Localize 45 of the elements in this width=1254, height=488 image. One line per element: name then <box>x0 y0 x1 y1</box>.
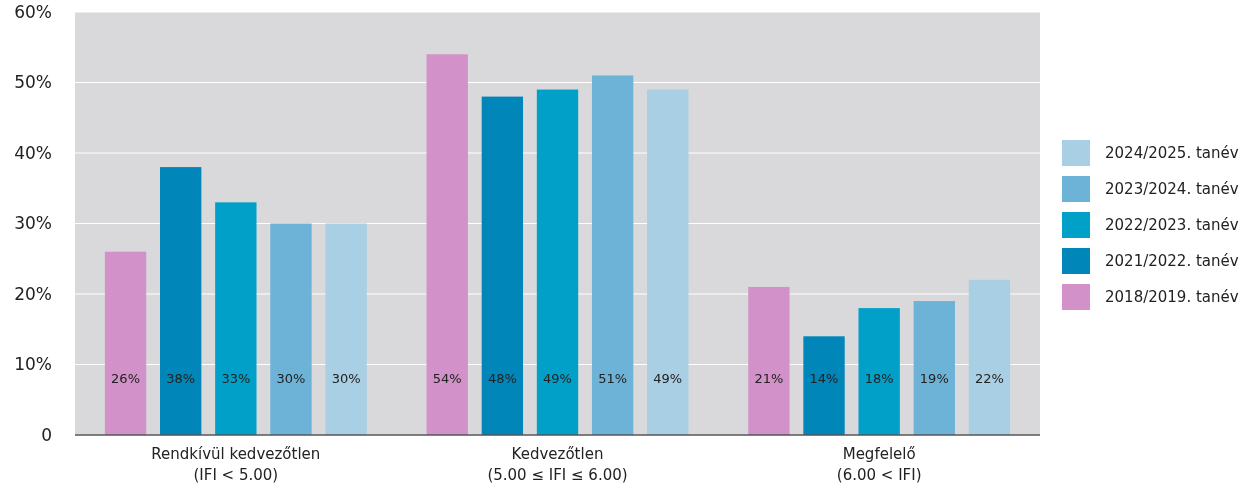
bar <box>270 223 312 435</box>
bar <box>858 308 900 435</box>
data-label: 49% <box>653 371 683 386</box>
bar <box>160 167 202 435</box>
bar <box>426 54 468 435</box>
y-tick-label: 30% <box>14 213 52 234</box>
bar <box>215 202 257 435</box>
data-label: 30% <box>276 371 306 386</box>
y-tick-label: 0 <box>41 424 52 445</box>
legend-label: 2022/2023. tanév <box>1105 216 1239 235</box>
y-tick-label: 20% <box>14 283 52 304</box>
x-tick-label: Rendkívül kedvezőtlen (IFI < 5.00) <box>151 445 321 484</box>
legend-label: 2023/2024. tanév <box>1105 180 1239 199</box>
bar <box>481 96 524 435</box>
data-label: 19% <box>919 371 949 386</box>
x-tick-label: Kedvezőtlen (5.00 ≤ IFI ≤ 6.00) <box>487 445 628 484</box>
data-label: 49% <box>543 371 572 386</box>
data-label: 30% <box>331 371 361 386</box>
data-label: 48% <box>487 371 517 386</box>
y-tick-label: 50% <box>14 72 52 93</box>
data-label: 38% <box>166 371 196 386</box>
data-label: 54% <box>432 371 462 386</box>
data-label: 26% <box>111 371 140 386</box>
legend-label: 2021/2022. tanév <box>1105 252 1239 271</box>
x-tick-label: Megfelelő (6.00 < IFI) <box>836 445 922 484</box>
data-label: 18% <box>864 371 894 386</box>
bar <box>536 89 579 435</box>
y-tick-label: 10% <box>14 354 52 375</box>
legend-label: 2018/2019. tanév <box>1105 288 1239 307</box>
data-label: 51% <box>598 371 628 386</box>
data-label: 21% <box>754 371 784 386</box>
bar <box>748 286 790 435</box>
bar <box>591 75 634 435</box>
data-label: 22% <box>975 371 1004 386</box>
data-label: 33% <box>221 371 251 386</box>
bar <box>104 251 147 435</box>
data-label: 14% <box>809 371 839 386</box>
y-tick-label: 60% <box>14 1 52 22</box>
legend-label: 2024/2025. tanév <box>1105 144 1239 163</box>
bar <box>913 301 955 435</box>
y-tick-label: 40% <box>14 142 52 163</box>
bar <box>803 336 845 435</box>
bar <box>647 89 689 435</box>
bar <box>325 223 367 435</box>
bar <box>968 279 1011 435</box>
